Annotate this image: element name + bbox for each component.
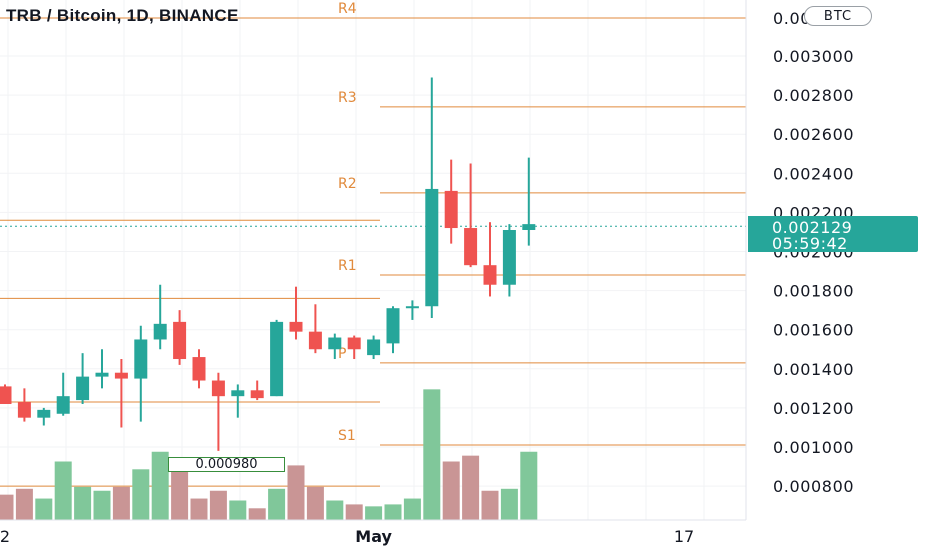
candle-body xyxy=(464,228,478,266)
low-price-callout: 0.000980 xyxy=(168,457,285,472)
candle-body xyxy=(250,390,264,399)
candle-body xyxy=(0,386,12,404)
pivot-label-p: P xyxy=(338,346,346,362)
candle-body xyxy=(270,321,284,397)
candles xyxy=(0,77,536,451)
time-tick-label: 2 xyxy=(0,527,10,546)
volume-bar xyxy=(35,498,53,520)
candle-body xyxy=(192,357,206,381)
previous-pivot-lines xyxy=(0,219,380,487)
candle-body xyxy=(114,372,128,379)
chart-title: TRB / Bitcoin, 1D, BINANCE xyxy=(6,6,239,25)
candle-body xyxy=(17,402,31,418)
pivot-label-r1: R1 xyxy=(338,258,357,274)
candle-body xyxy=(502,229,516,285)
candle-body xyxy=(289,321,303,332)
candle-body xyxy=(56,396,70,414)
candle-body xyxy=(347,337,361,350)
volume-bar xyxy=(481,490,499,520)
price-tick-label: 0.003000 xyxy=(773,47,854,66)
volume-bar xyxy=(326,500,344,520)
volume-bar xyxy=(54,461,72,520)
time-axis-bg xyxy=(0,520,746,550)
volume-bar xyxy=(306,486,324,520)
price-tick-label: 0.002800 xyxy=(773,86,854,105)
volume-bar xyxy=(171,469,189,520)
candle-body xyxy=(95,372,109,377)
volume-bar xyxy=(93,490,111,520)
volume-bar xyxy=(0,494,14,520)
volume-bar xyxy=(248,508,266,520)
grid-layer xyxy=(0,0,746,520)
volume-bar xyxy=(384,504,402,520)
price-tick-label: 0.002600 xyxy=(773,125,854,144)
price-badge: 0.002129 05:59:42 xyxy=(748,216,918,253)
volume-bar xyxy=(132,469,150,520)
volume-bar xyxy=(423,389,441,520)
volume-bar xyxy=(442,461,460,520)
price-tick-label: 0.001400 xyxy=(773,360,854,379)
candle-body xyxy=(405,306,419,309)
price-tick-label: 0.002400 xyxy=(773,164,854,183)
candle-body xyxy=(308,331,322,350)
time-axis: 2 May 17 xyxy=(0,519,746,550)
price-tick-label: 0.001600 xyxy=(773,321,854,340)
volume-bar xyxy=(520,451,538,520)
candle-body xyxy=(76,376,90,401)
price-axis-bg xyxy=(746,0,932,550)
volume-bar xyxy=(403,498,421,520)
candle-body xyxy=(522,224,536,230)
price-tick-label: 0.001800 xyxy=(773,282,854,301)
volume-bar xyxy=(287,465,305,520)
pivot-lines: R4 R3 R2 R1 P S1 xyxy=(0,1,746,446)
candle-body xyxy=(328,337,342,350)
candle-body xyxy=(483,265,497,285)
volume-bar xyxy=(345,504,363,520)
pivot-label-r4: R4 xyxy=(338,1,357,17)
price-tick-label: 0.001000 xyxy=(773,438,854,457)
candle-body xyxy=(37,409,51,418)
price-badge-value: 0.002129 xyxy=(772,218,853,237)
volume-bar xyxy=(462,455,480,520)
currency-toggle-button[interactable]: BTC xyxy=(804,6,872,26)
candle-body xyxy=(425,188,439,307)
volume-bar xyxy=(190,498,208,520)
pivot-label-r2: R2 xyxy=(338,176,357,192)
volume-bar xyxy=(365,506,383,520)
pivot-label-s1: S1 xyxy=(338,428,356,444)
volume-bar xyxy=(112,486,130,520)
candle-body xyxy=(386,308,400,344)
candle-body xyxy=(211,380,225,397)
pivot-label-r3: R3 xyxy=(338,90,357,106)
price-axis: 0.0030000.0028000.0026000.0024000.002200… xyxy=(745,0,932,550)
volume-bar xyxy=(268,488,286,520)
candle-body xyxy=(134,339,148,379)
candle-body xyxy=(444,190,458,229)
volume-bars xyxy=(0,389,538,520)
price-tick-label: 0.000800 xyxy=(773,477,854,496)
candle-body xyxy=(367,339,381,356)
candle-body xyxy=(231,390,245,397)
volume-bar xyxy=(229,500,247,520)
price-tick-label: 0.001200 xyxy=(773,399,854,418)
volume-bar xyxy=(209,490,227,520)
volume-bar xyxy=(15,488,33,520)
time-tick-label: May xyxy=(355,527,392,546)
time-tick-label: 17 xyxy=(674,527,694,546)
volume-bar xyxy=(151,451,169,520)
volume-bar xyxy=(74,486,92,520)
candle-body xyxy=(153,323,167,340)
candle-body xyxy=(173,321,187,360)
volume-bar xyxy=(500,488,518,520)
price-badge-countdown: 05:59:42 xyxy=(772,234,848,253)
